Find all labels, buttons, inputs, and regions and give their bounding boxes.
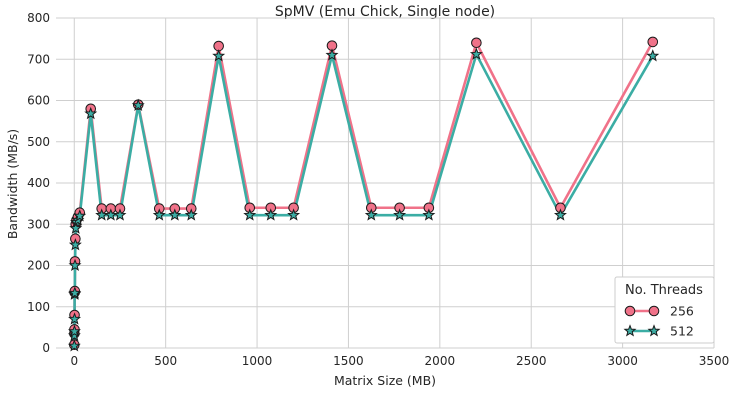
- data-point-512: [422, 208, 436, 221]
- y-tick-label: 800: [27, 11, 50, 25]
- data-point-512: [131, 98, 145, 111]
- legend: No. Threads 256 512: [614, 276, 715, 344]
- data-point-512: [184, 208, 198, 221]
- series-256: [73, 41, 654, 345]
- legend-label: 256: [670, 304, 694, 319]
- legend-title: No. Threads: [625, 283, 703, 298]
- y-tick-label: 600: [27, 94, 50, 108]
- data-point-512: [68, 258, 82, 272]
- x-tick-label: 1000: [242, 354, 273, 368]
- legend-marker: [624, 305, 636, 317]
- y-tick-label: 100: [27, 300, 50, 314]
- data-point-512: [68, 312, 82, 325]
- y-tick-label: 0: [42, 341, 50, 355]
- data-point-512: [212, 49, 226, 62]
- y-tick-label: 400: [27, 176, 50, 190]
- x-axis-label: Matrix Size (MB): [334, 373, 436, 388]
- x-tick-label: 500: [154, 354, 177, 368]
- data-point-512: [393, 208, 407, 221]
- y-tick-label: 500: [27, 135, 50, 149]
- data-point-512: [469, 47, 483, 60]
- data-point-512: [152, 208, 166, 221]
- data-point-512: [264, 208, 278, 221]
- data-point-512: [325, 48, 339, 61]
- data-series: [67, 36, 660, 352]
- data-point-512: [168, 208, 182, 221]
- data-point-512: [287, 208, 301, 221]
- legend-item-512: 512: [623, 324, 694, 339]
- data-point-512: [646, 49, 660, 62]
- y-axis-label: Bandwidth (MB/s): [5, 129, 20, 239]
- x-tick-label: 2000: [425, 354, 456, 368]
- legend-box: [614, 276, 715, 344]
- data-point-512: [84, 106, 98, 120]
- x-tick-label: 3000: [607, 354, 638, 368]
- data-point-512: [67, 328, 81, 342]
- chart-title: SpMV (Emu Chick, Single node): [275, 4, 495, 20]
- data-point-512: [113, 208, 127, 221]
- y-tick-label: 700: [27, 52, 50, 66]
- data-point-512: [67, 339, 81, 352]
- data-point-256: [471, 37, 482, 49]
- data-point-512: [73, 209, 87, 222]
- x-tick-label: 1500: [333, 354, 364, 368]
- y-tick-label: 300: [27, 217, 50, 231]
- x-tick-label: 0: [70, 354, 78, 368]
- data-point-512: [364, 208, 378, 221]
- y-tick-label: 200: [27, 259, 50, 273]
- legend-marker: [623, 324, 637, 337]
- x-tick-label: 2500: [516, 354, 547, 368]
- legend-marker: [648, 305, 660, 317]
- data-point-512: [554, 208, 567, 221]
- legend-item-256: 256: [624, 304, 694, 319]
- legend-marker: [647, 324, 661, 337]
- legend-label: 512: [670, 324, 694, 339]
- data-point-512: [68, 286, 82, 299]
- data-point-512: [67, 324, 81, 338]
- data-point-512: [68, 238, 82, 251]
- series-line-256: [73, 41, 654, 345]
- x-tick-labels: 0 500 1000 1500 2000 2500 3000 3500: [70, 354, 729, 368]
- data-point-256: [647, 36, 659, 48]
- x-tick-label: 3500: [699, 354, 730, 368]
- y-tick-labels: 0 100 200 300 400 500 600 700 800: [27, 11, 50, 355]
- series-markers-512: [67, 47, 660, 352]
- data-point-512: [243, 208, 257, 221]
